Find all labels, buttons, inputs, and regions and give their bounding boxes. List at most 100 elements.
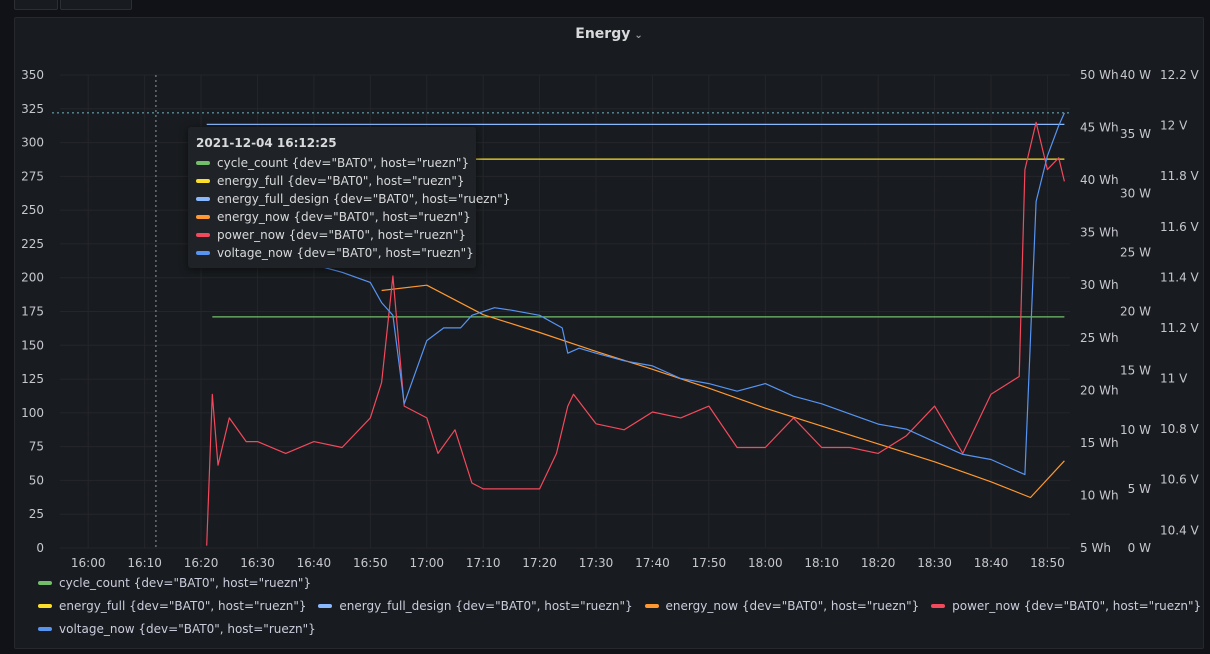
x-tick-label: 18:00: [748, 556, 783, 570]
legend-label: power_now {dev="BAT0", host="ruezn"}: [952, 599, 1202, 613]
tooltip-label: energy_full {dev="BAT0", host="ruezn"}: [217, 174, 465, 188]
y-tick-label: 75: [29, 440, 44, 454]
series-line-4: [206, 121, 1065, 546]
y-tick-label: 25: [29, 507, 44, 521]
toolbar-button[interactable]: [60, 0, 132, 10]
tooltip-swatch: [196, 232, 210, 237]
tooltip-swatch: [196, 214, 210, 219]
x-tick-label: 18:40: [974, 556, 1009, 570]
y-tick-label-power: 30 W: [1120, 186, 1151, 200]
x-tick-label: 16:00: [71, 556, 106, 570]
legend-label: voltage_now {dev="BAT0", host="ruezn"}: [59, 622, 316, 636]
tooltip-label: energy_full_design {dev="BAT0", host="ru…: [217, 192, 511, 206]
y-tick-label-voltage: 12 V: [1160, 119, 1188, 133]
y-tick-label-power: 20 W: [1120, 305, 1151, 319]
y-tick-label: 0: [36, 541, 44, 555]
x-tick-label: 16:40: [297, 556, 332, 570]
y-tick-label-power: 40 W: [1120, 68, 1151, 82]
legend-swatch: [318, 603, 333, 608]
tooltip-row: power_now {dev="BAT0", host="ruezn"}: [196, 226, 468, 244]
legend-label: energy_now {dev="BAT0", host="ruezn"}: [665, 599, 920, 613]
x-tick-label: 17:10: [466, 556, 501, 570]
x-tick-label: 16:50: [353, 556, 388, 570]
tooltip-row: energy_now {dev="BAT0", host="ruezn"}: [196, 208, 471, 226]
y-tick-label: 225: [21, 237, 44, 251]
y-tick-label-voltage: 11.8 V: [1160, 169, 1200, 183]
crosshair: [52, 75, 1070, 548]
legend: cycle_count {dev="BAT0", host="ruezn"} e…: [38, 573, 1201, 642]
legend-swatch: [38, 626, 52, 631]
tooltip-time: 2021-12-04 16:12:25: [196, 136, 337, 150]
y-tick-label-voltage: 11 V: [1160, 372, 1188, 386]
tooltip-label: cycle_count {dev="BAT0", host="ruezn"}: [217, 156, 470, 170]
legend-label: cycle_count {dev="BAT0", host="ruezn"}: [59, 576, 312, 590]
series-line-5: [206, 112, 1065, 476]
y-tick-label: 300: [21, 136, 44, 150]
panel-title-text: Energy: [575, 26, 631, 42]
y-tick-label: 250: [21, 203, 44, 217]
y-tick-label-voltage: 11.6 V: [1160, 220, 1200, 234]
y-tick-label: 275: [21, 169, 44, 183]
legend-item-energy-full[interactable]: energy_full {dev="BAT0", host="ruezn"}: [38, 596, 307, 616]
y-tick-label-power: 35 W: [1120, 127, 1151, 141]
y-tick-label-voltage: 12.2 V: [1160, 68, 1200, 82]
x-tick-label: 18:20: [861, 556, 896, 570]
legend-item-power-now[interactable]: power_now {dev="BAT0", host="ruezn"}: [931, 596, 1201, 616]
x-tick-label: 16:30: [240, 556, 275, 570]
x-tick-label: 17:00: [409, 556, 444, 570]
y-tick-label-power: 5 W: [1128, 482, 1151, 496]
toolbar-button[interactable]: [14, 0, 58, 10]
x-tick-label: 18:50: [1030, 556, 1065, 570]
tooltip: 2021-12-04 16:12:25 cycle_count {dev="BA…: [188, 127, 510, 268]
y-tick-label: 100: [21, 406, 44, 420]
y-tick-label-energy: 45 Wh: [1080, 121, 1119, 135]
y-tick-label-energy: 10 Wh: [1080, 488, 1119, 502]
y-tick-label-energy: 5 Wh: [1080, 541, 1111, 555]
y-tick-label-voltage: 10.6 V: [1160, 473, 1200, 487]
y-tick-label-power: 25 W: [1120, 245, 1151, 259]
x-tick-label: 16:20: [184, 556, 219, 570]
tooltip-swatch: [196, 178, 210, 183]
y-tick-label-energy: 35 Wh: [1080, 226, 1119, 240]
y-tick-label-energy: 25 Wh: [1080, 331, 1119, 345]
series-line-3: [381, 284, 1065, 499]
y-tick-label: 50: [29, 473, 44, 487]
chevron-down-icon[interactable]: ⌄: [634, 30, 643, 41]
y-tick-label: 325: [21, 102, 44, 116]
y-tick-label-power: 0 W: [1128, 541, 1151, 555]
panel-title[interactable]: Energy ⌄: [15, 26, 1203, 42]
legend-item-energy-now[interactable]: energy_now {dev="BAT0", host="ruezn"}: [644, 596, 920, 616]
legend-item-energy-full-design[interactable]: energy_full_design {dev="BAT0", host="ru…: [318, 596, 633, 616]
y-tick-label-energy: 30 Wh: [1080, 278, 1119, 292]
legend-swatch: [38, 580, 52, 585]
tooltip-swatch: [196, 250, 210, 255]
y-tick-label-voltage: 11.4 V: [1160, 270, 1200, 284]
x-tick-label: 18:10: [804, 556, 839, 570]
x-tick-label: 17:50: [692, 556, 727, 570]
y-tick-label-energy: 40 Wh: [1080, 173, 1119, 187]
legend-swatch: [644, 603, 659, 608]
tooltip-label: energy_now {dev="BAT0", host="ruezn"}: [217, 210, 471, 224]
y-tick-label-voltage: 11.2 V: [1160, 321, 1200, 335]
tooltip-row: cycle_count {dev="BAT0", host="ruezn"}: [196, 154, 470, 172]
x-tick-label: 16:10: [127, 556, 162, 570]
y-tick-label-voltage: 10.4 V: [1160, 523, 1200, 537]
tooltip-row: energy_full_design {dev="BAT0", host="ru…: [196, 190, 510, 208]
legend-swatch: [931, 603, 946, 608]
tooltip-row: voltage_now {dev="BAT0", host="ruezn"}: [196, 244, 474, 262]
y-tick-label-energy: 20 Wh: [1080, 383, 1119, 397]
y-tick-label-voltage: 10.8 V: [1160, 422, 1200, 436]
x-tick-label: 18:30: [917, 556, 952, 570]
energy-panel: Energy ⌄: [14, 17, 1204, 649]
legend-label: energy_full {dev="BAT0", host="ruezn"}: [59, 599, 307, 613]
y-tick-label-energy: 50 Wh: [1080, 68, 1119, 82]
y-tick-label-power: 15 W: [1120, 364, 1151, 378]
axis-ticks: 3503253002752502252001751501251007550250…: [21, 68, 1199, 570]
legend-item-voltage-now[interactable]: voltage_now {dev="BAT0", host="ruezn"}: [38, 619, 316, 639]
tooltip-swatch: [196, 196, 210, 201]
legend-item-cycle-count[interactable]: cycle_count {dev="BAT0", host="ruezn"}: [38, 573, 311, 593]
tooltip-row: energy_full {dev="BAT0", host="ruezn"}: [196, 172, 468, 190]
y-tick-label: 175: [21, 305, 44, 319]
y-tick-label-energy: 15 Wh: [1080, 436, 1119, 450]
